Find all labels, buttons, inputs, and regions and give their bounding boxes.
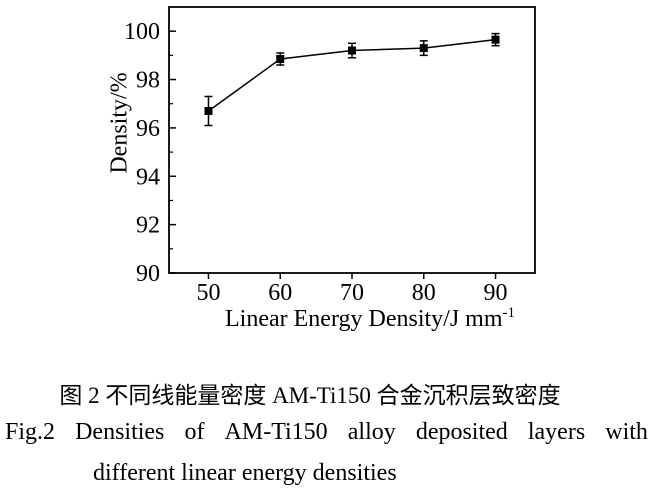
caption-word: Fig.2 bbox=[5, 419, 56, 445]
x-tick-label: 80 bbox=[412, 280, 436, 305]
y-tick-label: 100 bbox=[124, 19, 160, 45]
caption-english-line2: different linear energy densities bbox=[93, 460, 397, 486]
data-point-marker bbox=[419, 44, 428, 53]
chart-canvas: 50 60 70 80 90 90 92 94 96 98 100 bbox=[124, 6, 536, 306]
x-axis-label: Linear Energy Density/J mm-1 bbox=[180, 305, 560, 333]
caption-word: deposited bbox=[415, 419, 508, 445]
caption-word: Densities bbox=[75, 419, 165, 445]
caption-word: alloy bbox=[347, 419, 396, 445]
data-point-marker bbox=[491, 35, 500, 44]
x-tick-label: 50 bbox=[196, 280, 220, 305]
y-tick-label: 96 bbox=[136, 116, 160, 142]
y-tick-label: 92 bbox=[136, 213, 160, 239]
x-tick-label: 60 bbox=[268, 280, 292, 305]
caption-word: of bbox=[184, 419, 205, 445]
y-tick-label: 98 bbox=[136, 68, 160, 94]
x-axis-label-superscript: -1 bbox=[502, 305, 516, 321]
x-axis-label-text: Linear Energy Density/J mm bbox=[225, 306, 503, 332]
y-tick-label: 94 bbox=[136, 164, 160, 190]
data-point-marker bbox=[204, 106, 213, 115]
caption-word: layers bbox=[527, 419, 586, 445]
caption-english-line1: Fig.2 Densities of AM-Ti150 alloy deposited la… bbox=[5, 419, 648, 446]
x-tick-label: 70 bbox=[340, 280, 364, 305]
data-point-marker bbox=[276, 54, 285, 63]
caption-word: AM-Ti150 bbox=[224, 419, 328, 445]
data-point-marker bbox=[348, 46, 356, 55]
caption-chinese: 图 2 不同线能量密度 AM-Ti150 合金沉积层致密度 bbox=[59, 383, 561, 408]
y-axis-label: Density/% bbox=[106, 72, 133, 174]
y-tick-label: 90 bbox=[136, 261, 160, 287]
x-tick-label: 90 bbox=[484, 280, 508, 305]
caption-word: with bbox=[605, 419, 648, 445]
density-chart: 50 60 70 80 90 90 92 94 96 98 100 Density/% Linear… bbox=[106, 6, 560, 333]
